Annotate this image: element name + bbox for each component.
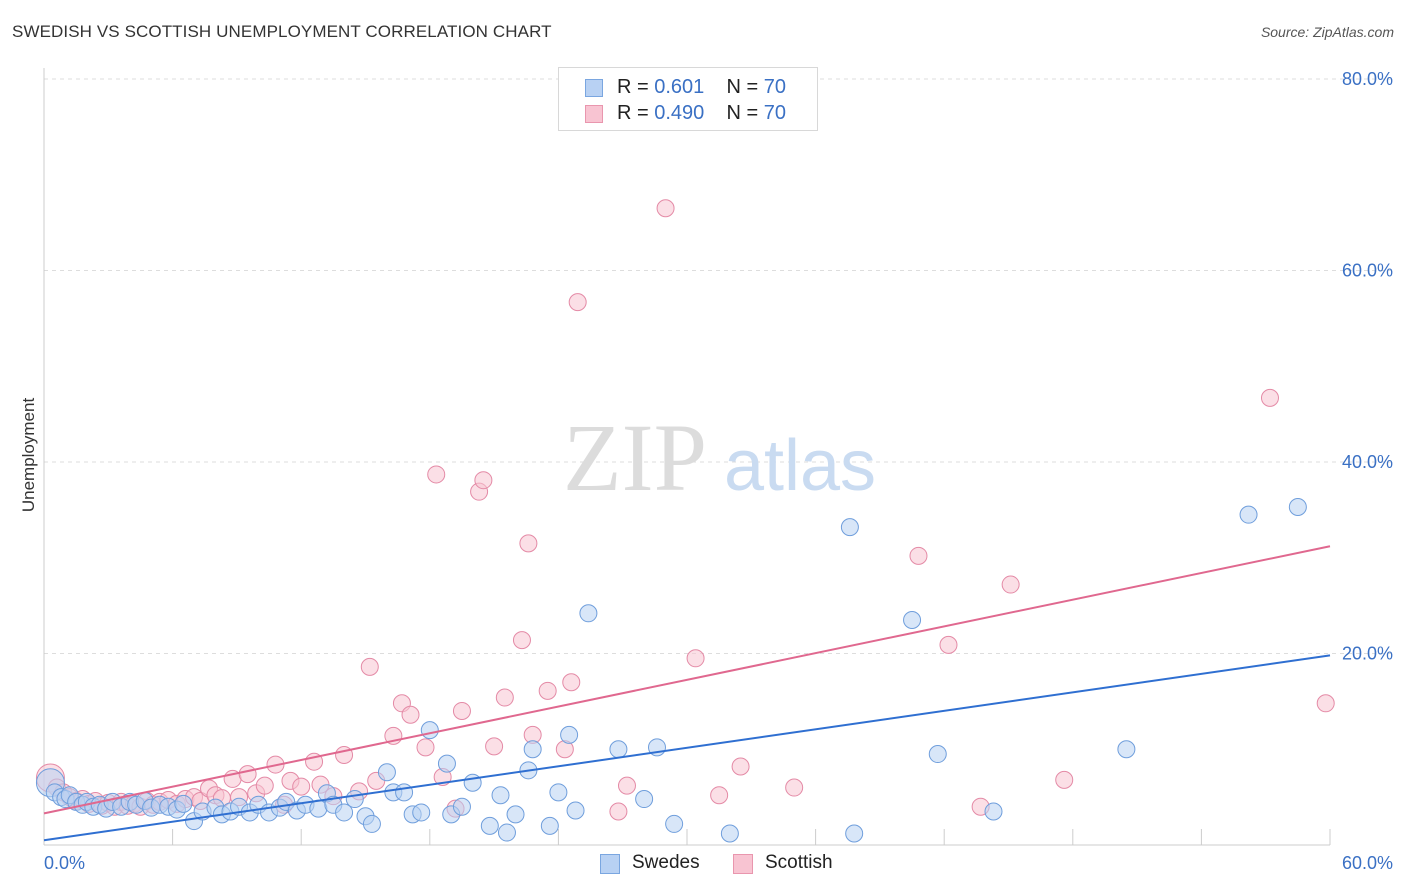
y-axis-label: Unemployment (19, 398, 38, 513)
swedes-point (549, 783, 568, 802)
scottish-point (238, 765, 257, 784)
scottish-point (519, 534, 538, 553)
scottish-point (710, 786, 729, 805)
swedes-point (635, 790, 654, 809)
scottish-legend-swatch (733, 854, 753, 874)
x-tick-label-min: 0.0% (44, 853, 85, 873)
scottish-point (485, 737, 504, 756)
swedes-point (1239, 505, 1258, 524)
swedes-point (412, 803, 431, 822)
swedes-point (984, 802, 1003, 821)
swedes-point (560, 725, 579, 744)
scottish-point (512, 631, 531, 650)
swedes-point (395, 783, 414, 802)
scottish-legend-label: Scottish (765, 852, 833, 873)
scottish-point (401, 705, 420, 724)
swedes-point (840, 518, 859, 537)
swedes-point (491, 786, 510, 805)
swedes-point (452, 797, 471, 816)
swedes-point (420, 721, 439, 740)
scottish-point (1001, 575, 1020, 594)
scottish-trend-line (43, 545, 1331, 815)
scottish-point (617, 776, 636, 795)
scottish-point (731, 757, 750, 776)
scottish-point (416, 738, 435, 757)
legend-r-label: R = (617, 102, 655, 124)
swedes-point (540, 816, 559, 835)
swedes-point (665, 814, 684, 833)
y-tick-label: 80.0% (1342, 69, 1393, 89)
swedes-point (345, 790, 364, 809)
legend-r-label: R = (617, 76, 655, 98)
watermark-atlas: atlas (724, 426, 876, 506)
swedes-point (506, 805, 525, 824)
source-label: Source: ZipAtlas.com (1260, 24, 1394, 40)
swedes-point (1117, 740, 1136, 759)
swedes-point (362, 814, 381, 833)
scottish-point (538, 681, 557, 700)
legend-r-value-scottish: 0.490 (654, 102, 705, 124)
scottish-point (656, 199, 675, 218)
swedes-point (1288, 498, 1307, 517)
legend-r-value-swedes: 0.601 (654, 76, 705, 98)
swedes-legend-label: Swedes (632, 852, 700, 873)
legend-n-value-scottish: 70 (763, 102, 787, 124)
grid-layer (44, 78, 1392, 654)
swedes-point (523, 740, 542, 759)
points-layer (35, 199, 1335, 843)
scottish-point (1316, 694, 1335, 713)
scottish-point (562, 673, 581, 692)
y-tick-label: 40.0% (1342, 452, 1393, 472)
watermark-zip: ZIP (563, 404, 707, 511)
x-tick-label-max: 60.0% (1342, 853, 1393, 873)
swedes-point (377, 763, 396, 782)
swedes-point (174, 794, 193, 813)
swedes-point (335, 803, 354, 822)
scottish-point (609, 802, 628, 821)
chart-title: SWEDISH VS SCOTTISH UNEMPLOYMENT CORRELA… (12, 22, 552, 41)
scottish-point (568, 293, 587, 312)
scottish-point (474, 471, 493, 490)
swedes-point (720, 824, 739, 843)
watermark: ZIP atlas (563, 404, 876, 511)
axes-layer: 20.0% 40.0% 60.0% 80.0% 0.0% 60.0% (43, 68, 1393, 873)
swedes-point (309, 799, 328, 818)
scottish-point (495, 688, 514, 707)
scottish-point (939, 635, 958, 654)
legend-n-label: N = (726, 76, 764, 98)
scottish-point (452, 701, 471, 720)
scottish-point (427, 465, 446, 484)
swedes-trend-line (43, 654, 1331, 842)
swedes-point (497, 823, 516, 842)
correlation-legend: R = 0.601 N = 70 R = 0.490 N = 70 (558, 67, 818, 131)
y-tick-label: 60.0% (1342, 261, 1393, 281)
scottish-point (1055, 770, 1074, 789)
scottish-point (1260, 388, 1279, 407)
y-tick-label: 20.0% (1342, 644, 1393, 664)
swedes-point (609, 740, 628, 759)
legend-n-label: N = (726, 102, 764, 124)
scottish-point (909, 546, 928, 565)
swedes-point (845, 824, 864, 843)
swedes-point (928, 745, 947, 764)
scottish-point (292, 777, 311, 796)
scottish-point (255, 776, 274, 795)
legend-n-value-swedes: 70 (763, 76, 787, 98)
scottish-point (686, 649, 705, 668)
scottish-point (360, 657, 379, 676)
swedes-point (566, 801, 585, 820)
swedes-point (480, 816, 499, 835)
scottish-swatch (585, 105, 603, 123)
scottish-point (785, 778, 804, 797)
swedes-swatch (585, 79, 603, 97)
trend-layer (43, 545, 1331, 842)
swedes-legend-swatch (600, 854, 620, 874)
swedes-point (437, 754, 456, 773)
swedes-point (903, 610, 922, 629)
swedes-point (579, 604, 598, 623)
